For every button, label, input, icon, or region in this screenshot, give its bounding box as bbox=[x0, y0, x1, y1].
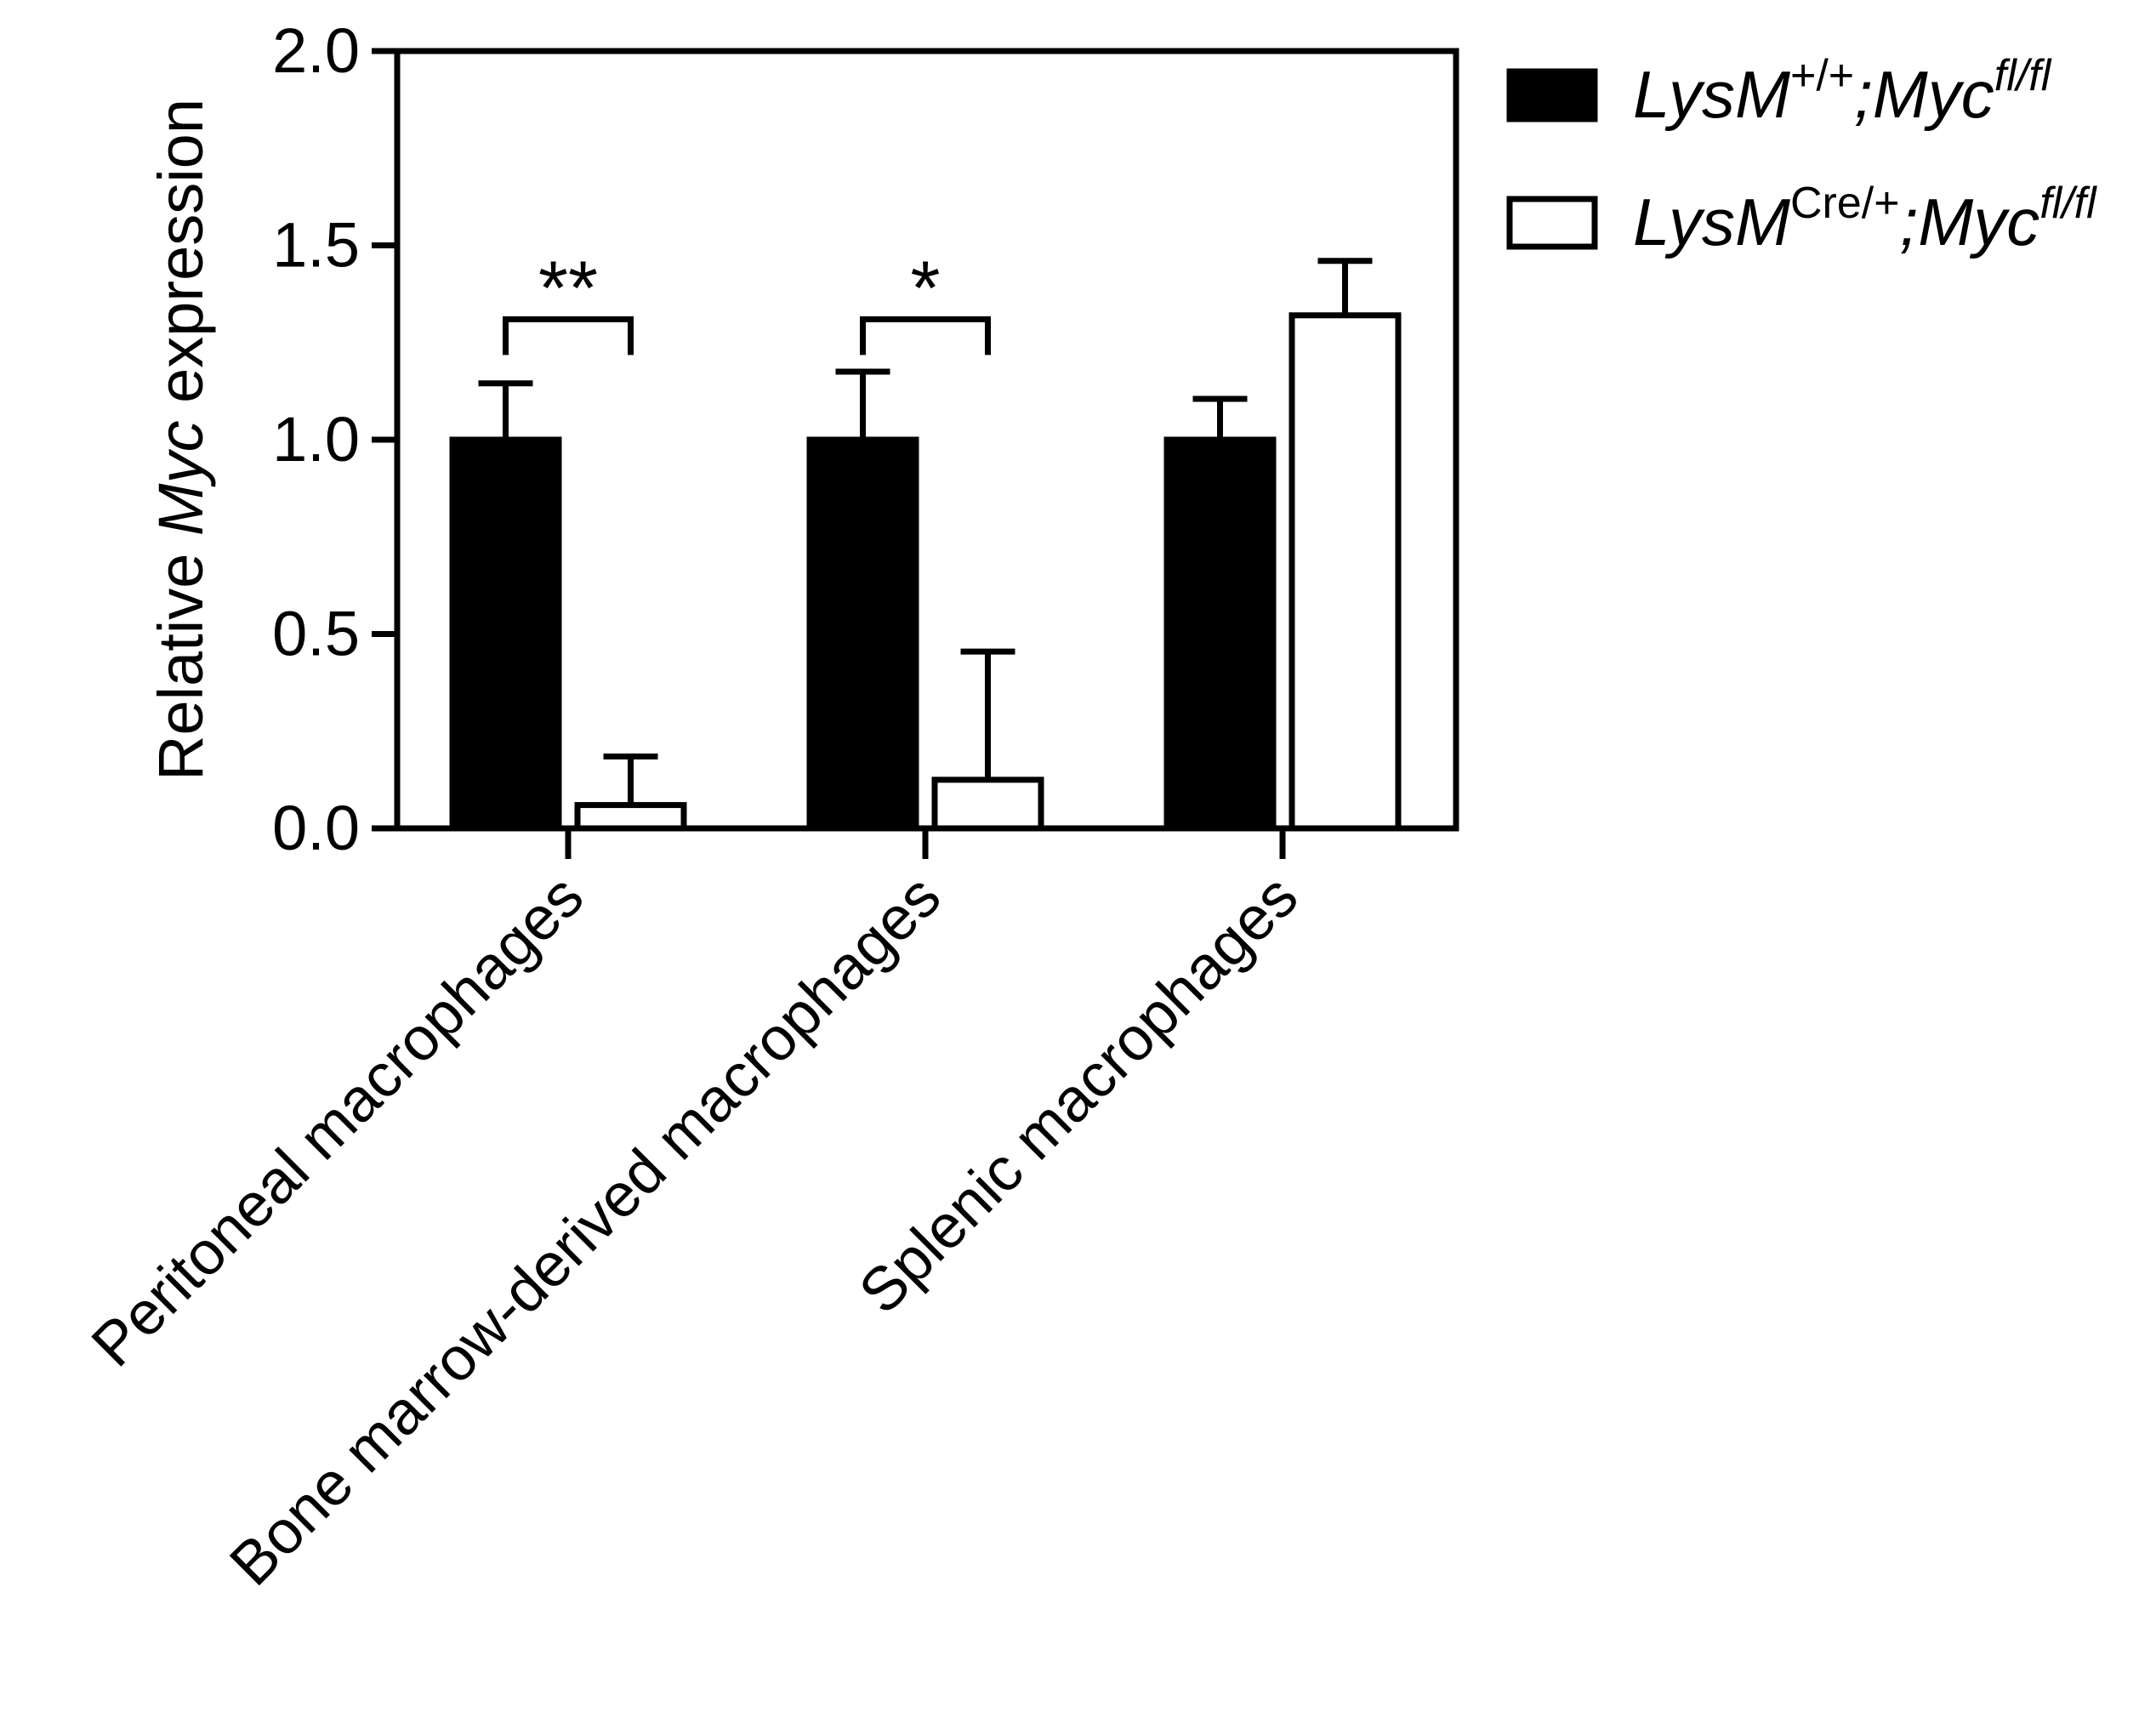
bar-series-1 bbox=[449, 436, 562, 832]
significance-bracket bbox=[503, 316, 634, 355]
y-tick-label: 0.5 bbox=[272, 599, 360, 669]
significance-brackets: ** * bbox=[503, 246, 991, 355]
y-tick-label: 1.5 bbox=[272, 210, 360, 281]
significance-label: ** bbox=[538, 246, 598, 331]
y-tick-label: 0.0 bbox=[272, 793, 360, 863]
legend-entry-label: LysMCre/+;Mycfl/fl bbox=[1633, 179, 2097, 259]
significance-label: * bbox=[910, 246, 940, 331]
legend-label-sup: fl/fl bbox=[2039, 179, 2097, 228]
y-axis-title-part: Relative bbox=[145, 536, 216, 781]
legend-label-mid: ;Myc bbox=[1900, 185, 2040, 259]
bar-series-2 bbox=[1288, 312, 1402, 832]
bar-series-2 bbox=[574, 802, 687, 832]
bars bbox=[449, 312, 1402, 832]
legend-entry-label: LysM+/+;Mycfl/fl bbox=[1633, 51, 2052, 132]
legend-label-sup: Cre/+ bbox=[1790, 179, 1900, 228]
legend-swatch bbox=[1506, 68, 1598, 122]
y-axis-title-part: expression bbox=[145, 99, 216, 420]
bar-series-1 bbox=[1163, 436, 1277, 832]
x-category-label: Bone marrow-derived macrophages bbox=[217, 862, 953, 1599]
legend-label-mid: ;Myc bbox=[1854, 57, 1994, 132]
y-tick-label: 2.0 bbox=[272, 15, 360, 86]
legend-label-base: LysM bbox=[1633, 57, 1790, 132]
error-bars bbox=[478, 258, 1373, 805]
legend-label-base: LysM bbox=[1633, 185, 1790, 259]
y-axis-title-italic: Myc bbox=[145, 420, 216, 536]
y-axis-label: Relative Myc expression bbox=[145, 99, 216, 781]
bar-series-1 bbox=[806, 436, 919, 832]
legend-label-sup: fl/fl bbox=[1994, 51, 2052, 100]
bar-series-2 bbox=[931, 776, 1044, 832]
y-axis-title: Relative Myc expression bbox=[145, 99, 216, 781]
significance-bracket bbox=[860, 316, 991, 355]
plot-axes: 0.0 0.5 1.0 1.5 2.0 bbox=[272, 15, 1459, 863]
legend-swatch bbox=[1506, 196, 1598, 250]
legend-label-sup: +/+ bbox=[1790, 51, 1854, 100]
y-tick-label: 1.0 bbox=[272, 404, 360, 475]
